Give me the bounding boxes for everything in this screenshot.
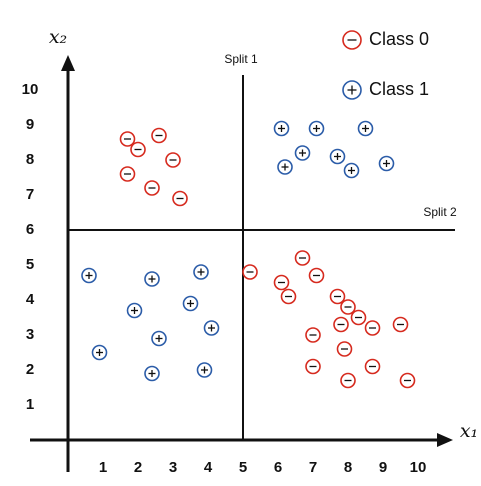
point	[294, 145, 311, 161]
point	[364, 358, 381, 375]
x-tick-label: 10	[410, 459, 427, 476]
point	[182, 295, 199, 312]
point	[193, 264, 209, 280]
point	[242, 264, 258, 280]
point	[91, 344, 108, 361]
y-axis-arrow	[61, 55, 75, 71]
point	[165, 152, 181, 168]
split-label: Split 2	[423, 205, 457, 219]
point	[392, 316, 409, 333]
point	[273, 120, 290, 137]
legend-marker	[342, 80, 362, 100]
point	[119, 131, 136, 147]
point	[357, 120, 374, 137]
y-tick-label: 1	[26, 396, 34, 413]
point	[196, 362, 213, 378]
point	[81, 267, 97, 284]
point	[151, 127, 167, 144]
point	[130, 141, 146, 158]
y-tick-label: 5	[26, 256, 34, 273]
x-tick-label: 9	[379, 459, 387, 476]
x-tick-label: 4	[204, 459, 213, 476]
x-tick-label: 7	[309, 459, 317, 476]
legend-label: Class 1	[369, 79, 429, 99]
y-tick-label: 9	[26, 116, 34, 133]
x-tick-label: 6	[274, 459, 282, 476]
y-tick-label: 2	[26, 361, 34, 378]
point	[126, 302, 143, 319]
y-tick-label: 6	[26, 221, 34, 238]
y-tick-label: 4	[26, 291, 35, 308]
point	[119, 166, 136, 182]
point	[329, 148, 346, 165]
x-axis-label: x₁	[460, 420, 478, 442]
point	[378, 155, 395, 172]
y-tick-label: 10	[22, 81, 39, 98]
y-tick-label: 3	[26, 326, 34, 343]
y-tick-label: 8	[26, 151, 34, 168]
point	[336, 341, 353, 357]
legend-marker	[342, 30, 362, 50]
point	[308, 120, 325, 137]
point	[305, 327, 321, 343]
point	[350, 309, 367, 326]
x-tick-label: 1	[99, 459, 107, 476]
point	[144, 271, 160, 287]
point	[329, 288, 346, 305]
point	[364, 320, 381, 336]
point	[151, 330, 167, 347]
y-tick-label: 7	[26, 186, 34, 203]
point	[333, 316, 349, 333]
x-tick-label: 5	[239, 459, 247, 476]
x-tick-label: 8	[344, 459, 352, 476]
point	[280, 288, 297, 305]
point	[340, 299, 356, 315]
x-tick-label: 2	[134, 459, 142, 476]
point	[308, 267, 325, 284]
point	[277, 159, 293, 175]
point	[144, 365, 160, 382]
x-tick-label: 3	[169, 459, 177, 476]
point	[203, 320, 220, 336]
point	[172, 190, 188, 207]
point	[273, 274, 290, 291]
split-label: Split 1	[224, 52, 258, 66]
point	[340, 372, 356, 389]
legend-label: Class 0	[369, 29, 429, 49]
x-axis-arrow	[437, 433, 453, 447]
point	[294, 250, 311, 266]
point	[144, 180, 160, 196]
point	[305, 358, 321, 375]
y-axis-label: x₂	[49, 26, 67, 48]
point	[343, 162, 360, 179]
point	[399, 372, 416, 389]
